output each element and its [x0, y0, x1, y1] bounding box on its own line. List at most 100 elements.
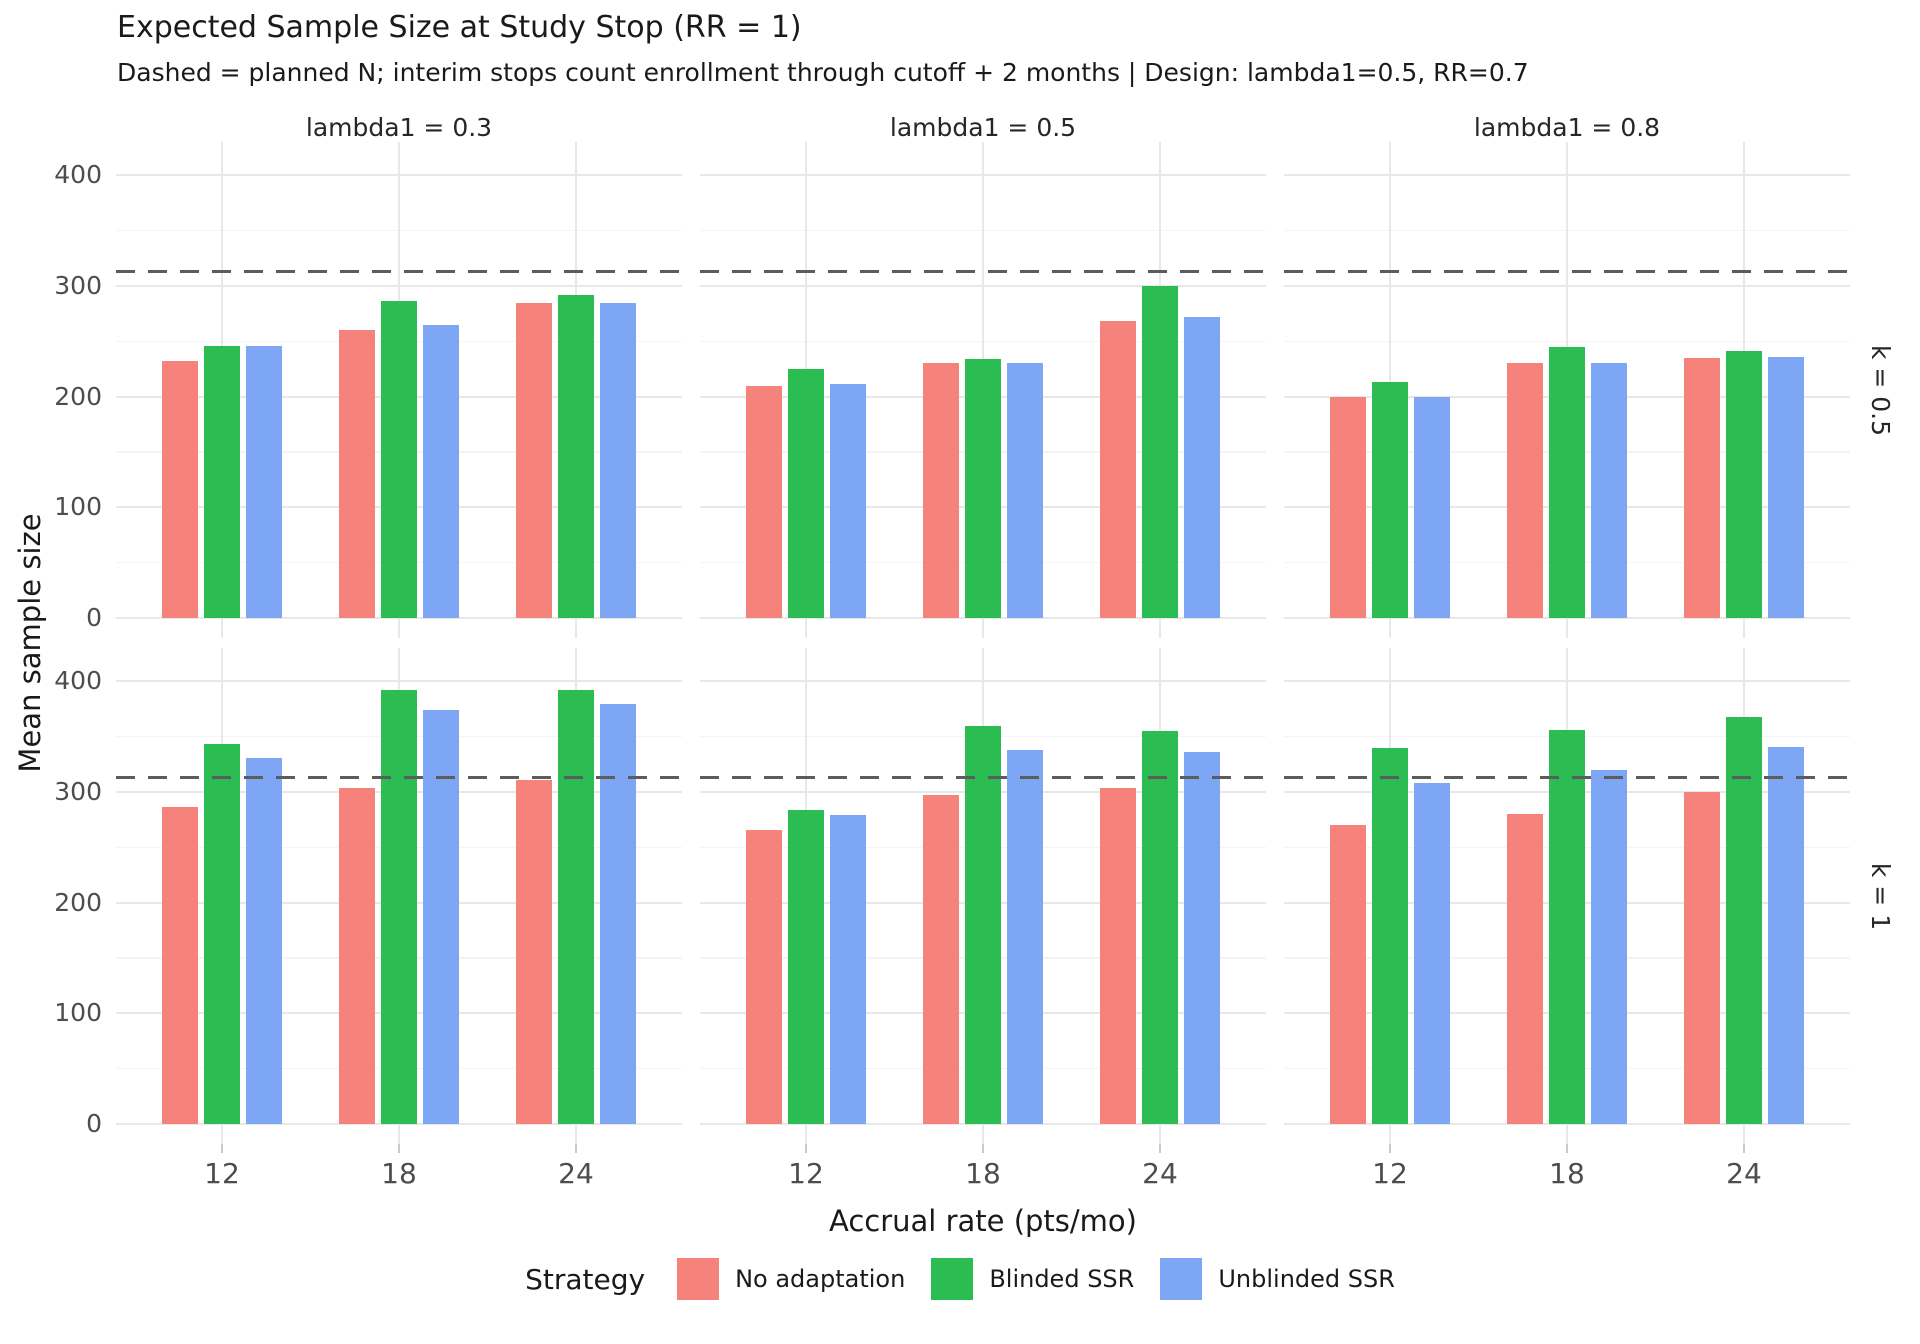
- facet-row-strip-k-1: k = 1: [1858, 648, 1904, 1144]
- bar-unblinded-ssr: [1591, 363, 1627, 619]
- y-axis-tick-label: 400: [54, 666, 102, 696]
- bar-unblinded-ssr: [246, 345, 282, 619]
- bar-blinded-ssr: [1726, 716, 1762, 1125]
- y-axis-tick-label: 0: [86, 603, 102, 633]
- legend-item-unblinded-ssr: Unblinded SSR: [1160, 1258, 1395, 1300]
- bar-no-adaptation: [746, 829, 782, 1125]
- bar-no-adaptation: [1507, 363, 1543, 619]
- bar-unblinded-ssr: [600, 704, 636, 1125]
- bar-no-adaptation: [162, 361, 198, 619]
- bar-blinded-ssr: [965, 725, 1001, 1125]
- bar-blinded-ssr: [204, 744, 240, 1125]
- planned-n-reference-line: [116, 775, 682, 780]
- bar-no-adaptation: [1100, 787, 1136, 1125]
- legend-item-blinded-ssr: Blinded SSR: [931, 1258, 1134, 1300]
- x-axis-tick-mark: [1743, 1144, 1745, 1153]
- bar-no-adaptation: [516, 779, 552, 1125]
- bar-no-adaptation: [1684, 357, 1720, 619]
- bar-blinded-ssr: [381, 690, 417, 1125]
- bar-unblinded-ssr: [830, 384, 866, 619]
- y-axis-tick-label: 200: [54, 381, 102, 411]
- legend: Strategy No adaptation Blinded SSR Unbli…: [0, 1258, 1920, 1300]
- legend-swatch-unblinded-ssr: [1160, 1258, 1203, 1300]
- y-axis-tick-label: 0: [86, 1109, 102, 1139]
- x-axis-tick-mark: [1159, 1144, 1161, 1153]
- facet-panel-k=1-lambda1=0.5: [700, 648, 1266, 1144]
- bar-unblinded-ssr: [1184, 752, 1220, 1125]
- bar-no-adaptation: [162, 807, 198, 1125]
- legend-swatch-blinded-ssr: [931, 1258, 974, 1300]
- facet-row-strip-label: k = 0.5: [1866, 344, 1896, 436]
- chart-subtitle: Dashed = planned N; interim stops count …: [117, 58, 1529, 87]
- bar-blinded-ssr: [1142, 731, 1178, 1125]
- legend-label: Unblinded SSR: [1218, 1265, 1395, 1293]
- bar-no-adaptation: [746, 385, 782, 619]
- legend-label: Blinded SSR: [989, 1265, 1135, 1293]
- facet-panel-k=0.5-lambda1=0.5: [700, 142, 1266, 638]
- bar-blinded-ssr: [1549, 729, 1585, 1125]
- x-axis-tick-label: 24: [558, 1157, 594, 1190]
- bar-blinded-ssr: [1549, 346, 1585, 619]
- bar-unblinded-ssr: [1414, 783, 1450, 1125]
- y-axis-title: Mean sample size: [13, 513, 47, 773]
- bar-no-adaptation: [339, 330, 375, 619]
- planned-n-reference-line: [116, 269, 682, 274]
- bar-no-adaptation: [1330, 396, 1366, 619]
- x-axis-tick-mark: [221, 1144, 223, 1153]
- bar-no-adaptation: [1330, 825, 1366, 1125]
- legend-title: Strategy: [525, 1262, 646, 1296]
- bar-blinded-ssr: [1142, 285, 1178, 619]
- bar-unblinded-ssr: [1007, 749, 1043, 1125]
- planned-n-reference-line: [1284, 269, 1850, 274]
- facet-row-strip-label: k = 1: [1866, 862, 1896, 930]
- bar-unblinded-ssr: [246, 757, 282, 1125]
- facet-col-strip-lambda-0.5: lambda1 = 0.5: [889, 113, 1077, 142]
- legend-item-no-adaptation: No adaptation: [677, 1258, 905, 1300]
- bar-blinded-ssr: [558, 294, 594, 619]
- bar-blinded-ssr: [1372, 382, 1408, 619]
- bar-blinded-ssr: [204, 345, 240, 619]
- facet-panel-k=0.5-lambda1=0.3: [116, 142, 682, 638]
- bar-no-adaptation: [923, 363, 959, 619]
- x-axis-tick-label: 18: [965, 1157, 1001, 1190]
- bar-unblinded-ssr: [1007, 363, 1043, 619]
- bar-no-adaptation: [923, 795, 959, 1125]
- bar-blinded-ssr: [558, 690, 594, 1125]
- bar-unblinded-ssr: [423, 710, 459, 1125]
- y-axis-tick-label: 300: [54, 270, 102, 300]
- facet-row-strip-k-0.5: k = 0.5: [1858, 142, 1904, 638]
- bar-unblinded-ssr: [1768, 746, 1804, 1125]
- planned-n-reference-line: [1284, 775, 1850, 780]
- bar-blinded-ssr: [788, 809, 824, 1125]
- bar-no-adaptation: [339, 787, 375, 1125]
- x-axis-tick-label: 18: [1549, 1157, 1585, 1190]
- y-axis-tick-label: 100: [54, 492, 102, 522]
- bar-unblinded-ssr: [1768, 356, 1804, 619]
- bar-unblinded-ssr: [1184, 316, 1220, 619]
- bar-unblinded-ssr: [1414, 396, 1450, 619]
- facet-panel-k=1-lambda1=0.8: [1284, 648, 1850, 1144]
- bar-unblinded-ssr: [830, 815, 866, 1125]
- x-axis-tick-mark: [1389, 1144, 1391, 1153]
- legend-label: No adaptation: [735, 1265, 906, 1293]
- bar-blinded-ssr: [965, 359, 1001, 619]
- x-axis-tick-label: 24: [1142, 1157, 1178, 1190]
- x-axis-tick-label: 24: [1726, 1157, 1762, 1190]
- bar-no-adaptation: [1100, 321, 1136, 619]
- bar-no-adaptation: [1507, 814, 1543, 1125]
- facet-panel-k=0.5-lambda1=0.8: [1284, 142, 1850, 638]
- bar-unblinded-ssr: [423, 324, 459, 619]
- x-axis-tick-label: 12: [788, 1157, 824, 1190]
- bar-blinded-ssr: [1726, 351, 1762, 619]
- bar-blinded-ssr: [788, 368, 824, 619]
- legend-swatch-no-adaptation: [677, 1258, 720, 1300]
- bar-unblinded-ssr: [600, 302, 636, 619]
- planned-n-reference-line: [700, 775, 1266, 780]
- y-axis-tick-label: 300: [54, 776, 102, 806]
- x-axis-tick-label: 18: [381, 1157, 417, 1190]
- x-axis-tick-mark: [398, 1144, 400, 1153]
- x-axis-tick-mark: [1566, 1144, 1568, 1153]
- x-axis-tick-mark: [982, 1144, 984, 1153]
- chart-title: Expected Sample Size at Study Stop (RR =…: [117, 10, 802, 45]
